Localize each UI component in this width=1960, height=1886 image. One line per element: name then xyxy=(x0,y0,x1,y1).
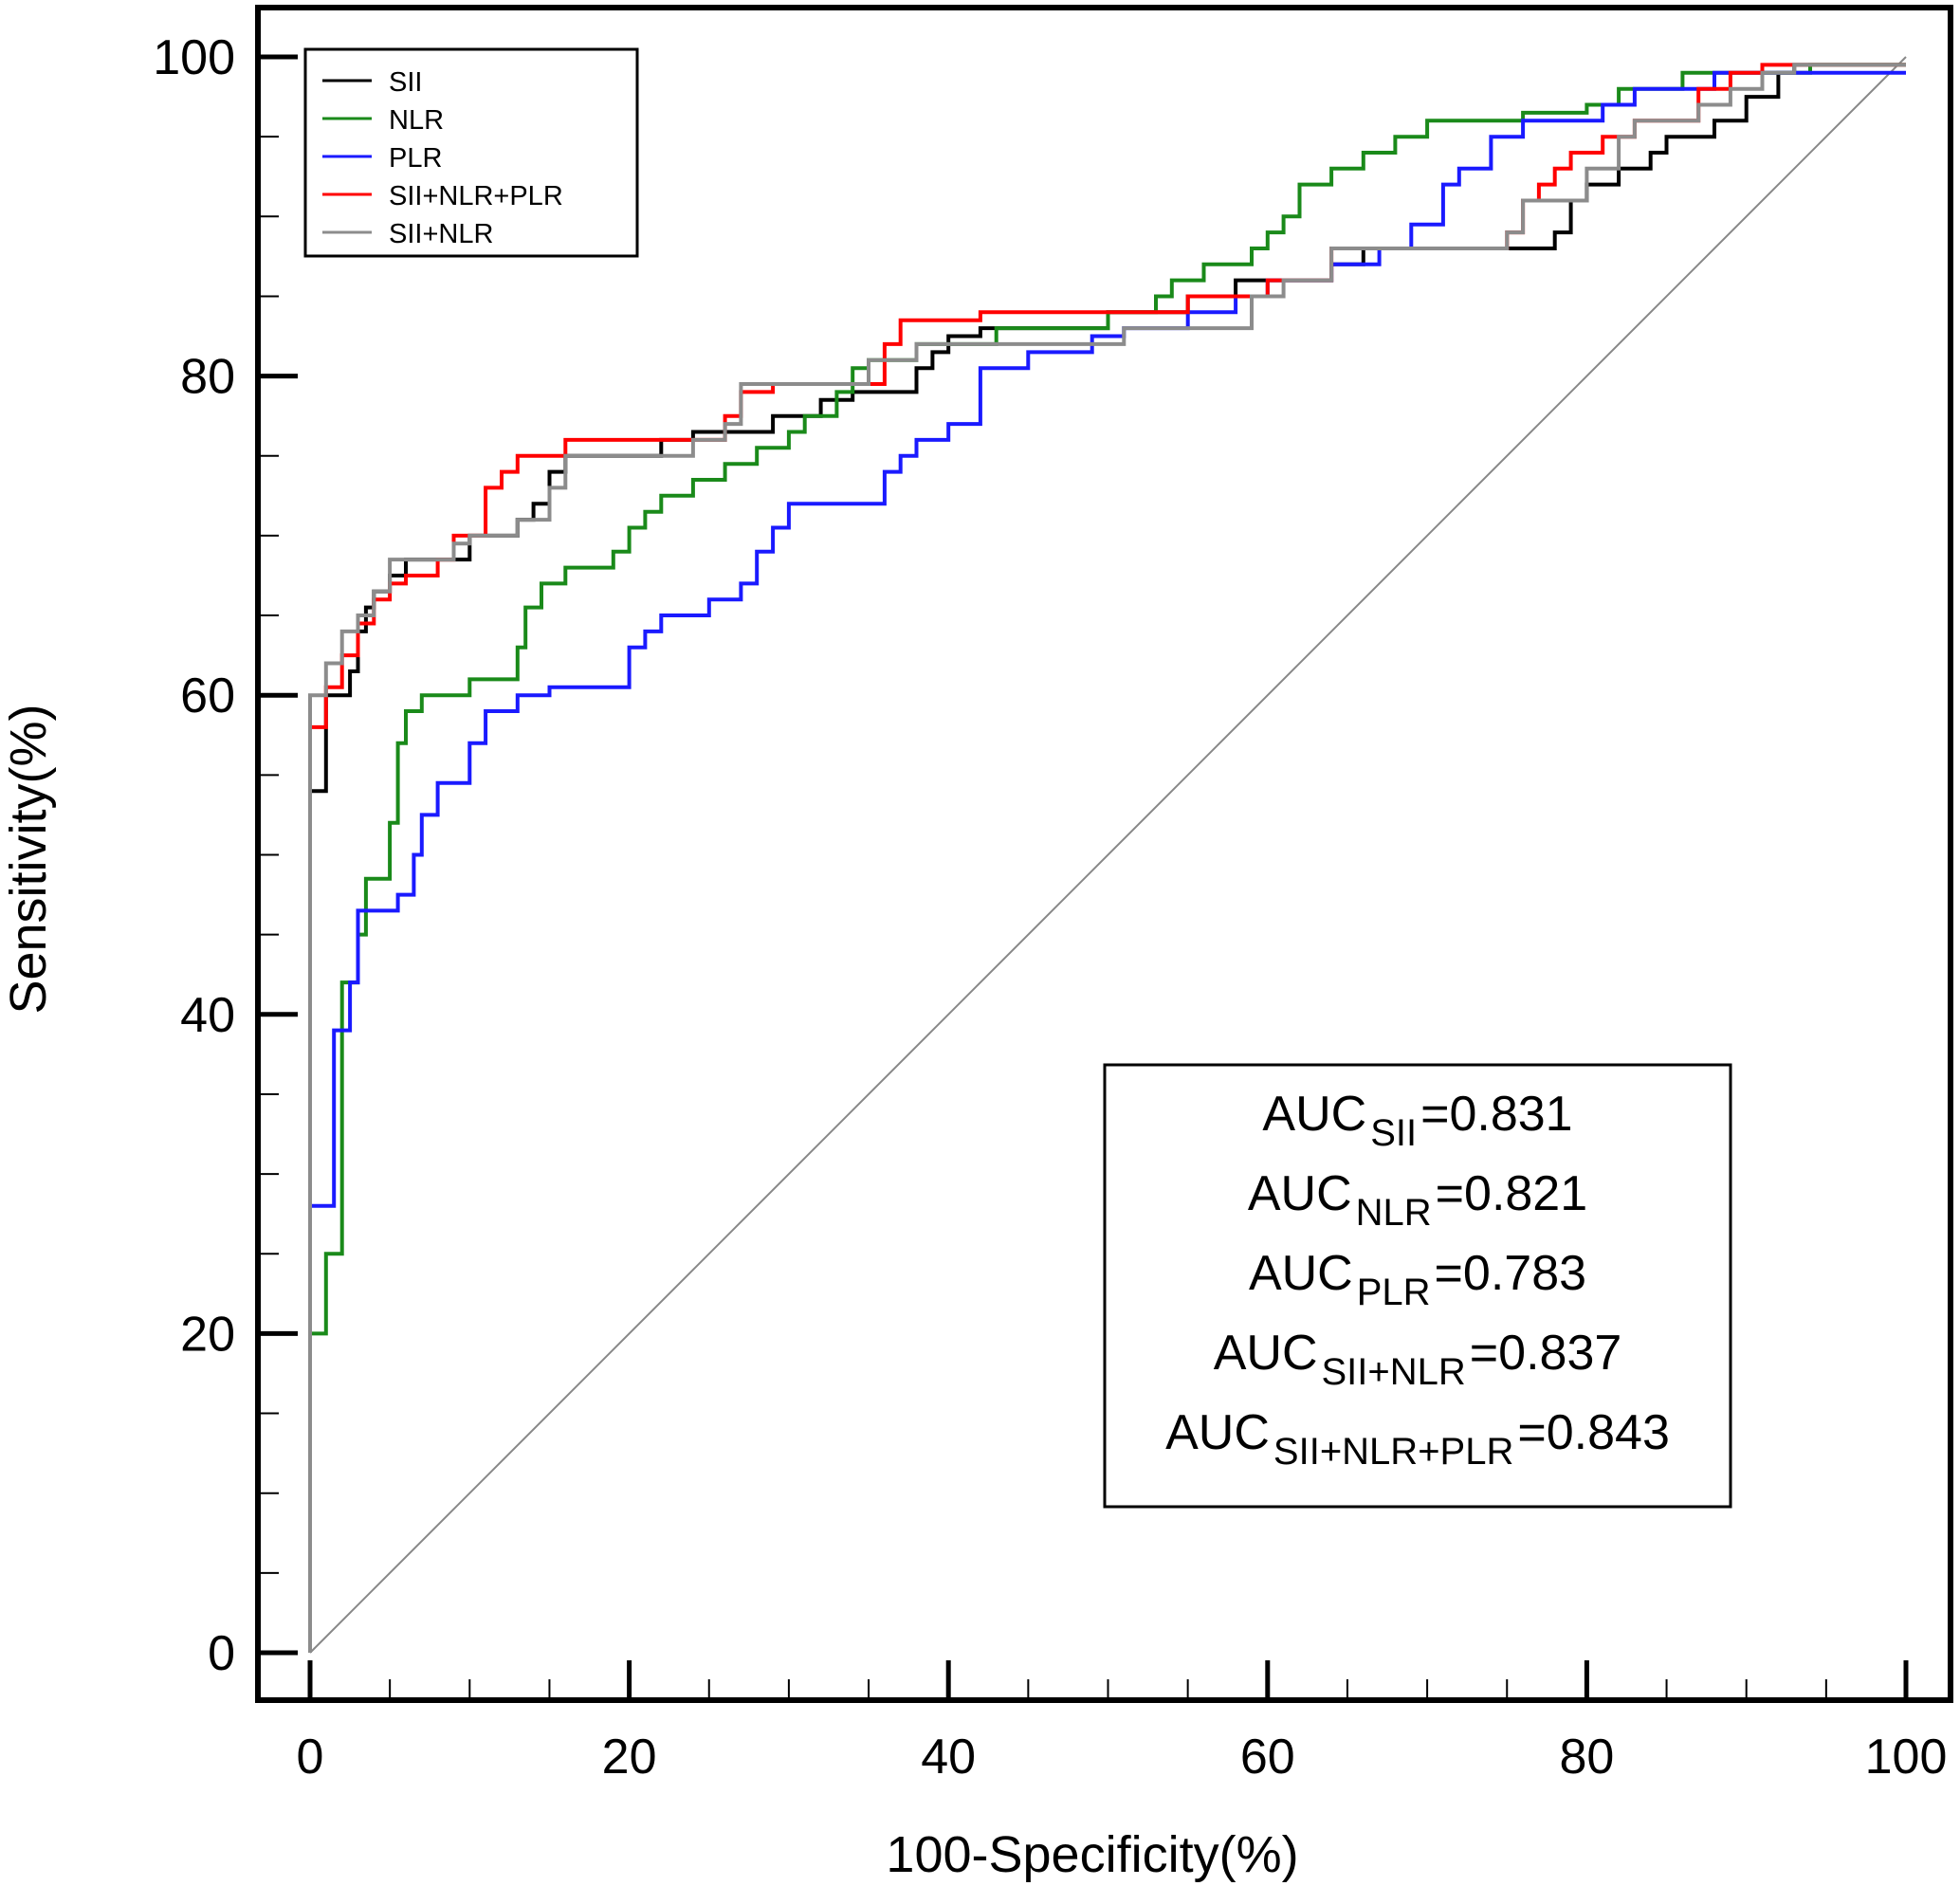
roc-curve-nlr xyxy=(308,63,1906,1653)
y-tick-label: 0 xyxy=(208,1626,235,1681)
auc-label: AUC SII=0.831 xyxy=(1262,1087,1572,1154)
auc-box-frame xyxy=(1103,1063,1732,1509)
auc-box: AUC SII=0.831 AUC NLR=0.821 AUC PLR=0.783 AUC S… xyxy=(1103,1063,1732,1509)
legend-label: SII xyxy=(389,67,422,98)
x-axis-title: 100-Specificity(%) xyxy=(886,1826,1298,1883)
legend-label: SII+NLR xyxy=(389,219,493,249)
roc-curve-plr xyxy=(308,70,1906,1653)
legend: SII NLR PLR SII+NLR+PLR SII+NLR xyxy=(303,47,639,258)
reference-diagonal-line xyxy=(309,56,1907,1654)
y-axis-title: Sensitivity(%) xyxy=(0,704,57,1014)
y-tick-label: 60 xyxy=(180,668,235,723)
auc-label: AUC SII+NLR=0.837 xyxy=(1214,1326,1622,1393)
y-tick-label: 100 xyxy=(153,30,235,85)
legend-box xyxy=(303,47,639,258)
legend-label: PLR xyxy=(389,143,442,174)
y-tick-label: 40 xyxy=(180,988,235,1043)
axis-ticks xyxy=(258,54,1909,1700)
roc-curve-sii-nlr xyxy=(308,63,1906,1653)
x-tick-label: 20 xyxy=(602,1730,657,1785)
auc-label: AUC NLR=0.821 xyxy=(1248,1166,1587,1234)
x-tick-label: 100 xyxy=(1865,1730,1948,1785)
x-tick-label: 80 xyxy=(1559,1730,1614,1785)
auc-label: AUC SII+NLR+PLR=0.843 xyxy=(1165,1405,1670,1473)
legend-items: SII NLR PLR SII+NLR+PLR SII+NLR xyxy=(322,67,563,249)
auc-label: AUC PLR=0.783 xyxy=(1249,1246,1586,1313)
auc-items: AUC SII=0.831 AUC NLR=0.821 AUC PLR=0.783 AUC S… xyxy=(1165,1087,1670,1473)
y-tick-label: 20 xyxy=(180,1307,235,1362)
roc-curves xyxy=(308,63,1906,1653)
axis-tick-labels: 0 20 40 60 80 100 0 20 40 60 80 100 xyxy=(153,30,1947,1785)
legend-label: SII+NLR+PLR xyxy=(389,181,563,211)
x-tick-label: 40 xyxy=(921,1730,976,1785)
x-tick-label: 0 xyxy=(297,1730,324,1785)
legend-label: NLR xyxy=(389,105,444,136)
x-tick-label: 60 xyxy=(1240,1730,1295,1785)
y-tick-label: 80 xyxy=(180,350,235,405)
